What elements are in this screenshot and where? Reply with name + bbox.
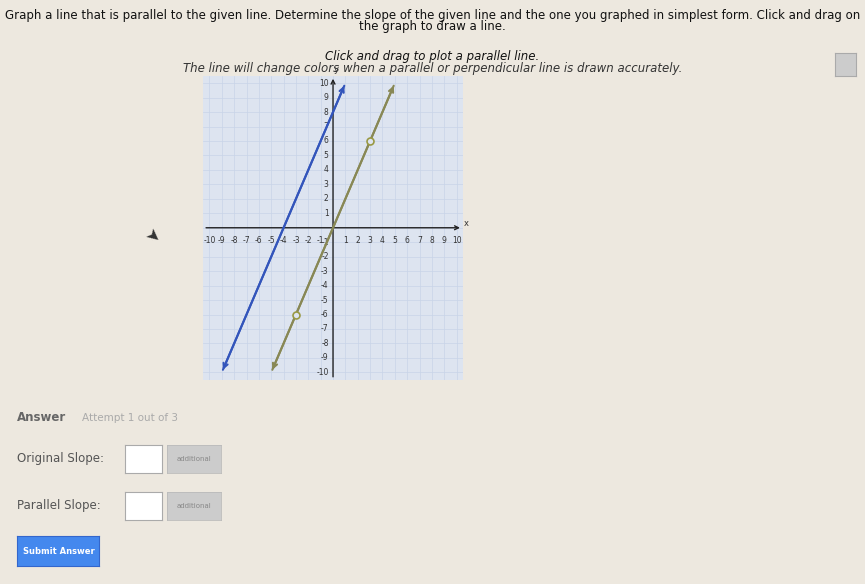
Text: Submit Answer: Submit Answer xyxy=(22,547,94,556)
Text: -4: -4 xyxy=(321,281,329,290)
Text: 9: 9 xyxy=(324,93,329,102)
Text: -8: -8 xyxy=(230,237,238,245)
Text: 5: 5 xyxy=(324,151,329,160)
Text: -6: -6 xyxy=(321,310,329,319)
Text: the graph to draw a line.: the graph to draw a line. xyxy=(359,20,506,33)
Text: -10: -10 xyxy=(203,237,215,245)
Text: The line will change colors when a parallel or perpendicular line is drawn accur: The line will change colors when a paral… xyxy=(183,62,682,75)
Text: Click and drag to plot a parallel line.: Click and drag to plot a parallel line. xyxy=(325,50,540,62)
Text: 1: 1 xyxy=(343,237,348,245)
Text: 3: 3 xyxy=(324,180,329,189)
Text: 9: 9 xyxy=(442,237,446,245)
Text: 10: 10 xyxy=(452,237,461,245)
Text: ➤: ➤ xyxy=(140,225,163,248)
Text: Original Slope:: Original Slope: xyxy=(17,452,105,465)
Text: 6: 6 xyxy=(324,137,329,145)
Text: -3: -3 xyxy=(321,267,329,276)
Text: Attempt 1 out of 3: Attempt 1 out of 3 xyxy=(82,412,178,423)
Text: 7: 7 xyxy=(417,237,422,245)
Text: 7: 7 xyxy=(324,122,329,131)
Text: -9: -9 xyxy=(321,353,329,363)
Text: 2: 2 xyxy=(324,194,329,203)
Text: -7: -7 xyxy=(321,325,329,333)
Text: -8: -8 xyxy=(321,339,329,348)
Text: x: x xyxy=(464,219,469,228)
Text: additional: additional xyxy=(176,503,211,509)
Text: 4: 4 xyxy=(380,237,385,245)
Text: 8: 8 xyxy=(430,237,434,245)
Text: -3: -3 xyxy=(292,237,300,245)
Text: 3: 3 xyxy=(368,237,373,245)
Text: -6: -6 xyxy=(255,237,263,245)
Text: Graph a line that is parallel to the given line. Determine the slope of the give: Graph a line that is parallel to the giv… xyxy=(5,9,860,22)
Text: y: y xyxy=(334,65,339,75)
Text: 6: 6 xyxy=(405,237,410,245)
Text: -5: -5 xyxy=(267,237,275,245)
Text: -2: -2 xyxy=(321,252,329,261)
Text: additional: additional xyxy=(176,456,211,462)
Text: -4: -4 xyxy=(279,237,287,245)
Text: -7: -7 xyxy=(243,237,250,245)
Text: 10: 10 xyxy=(319,79,329,88)
Text: 2: 2 xyxy=(356,237,360,245)
Text: -5: -5 xyxy=(321,296,329,305)
Text: Answer: Answer xyxy=(17,411,67,424)
Text: -1: -1 xyxy=(317,237,324,245)
Text: -10: -10 xyxy=(317,368,329,377)
Text: -2: -2 xyxy=(304,237,312,245)
Text: 8: 8 xyxy=(324,107,329,117)
Text: Parallel Slope:: Parallel Slope: xyxy=(17,499,101,512)
Text: -1: -1 xyxy=(321,238,329,246)
Text: 1: 1 xyxy=(324,209,329,218)
Text: 5: 5 xyxy=(393,237,397,245)
Text: 4: 4 xyxy=(324,165,329,175)
Text: -9: -9 xyxy=(218,237,226,245)
